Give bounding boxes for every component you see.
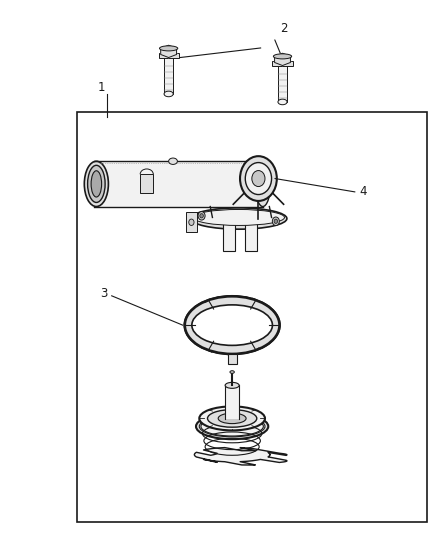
Circle shape	[272, 217, 279, 225]
Ellipse shape	[193, 209, 285, 225]
Ellipse shape	[192, 305, 272, 345]
Ellipse shape	[164, 91, 173, 96]
Bar	[77, 112, 427, 522]
Polygon shape	[194, 448, 287, 465]
Bar	[164, 56, 173, 94]
Bar	[278, 64, 287, 102]
Ellipse shape	[91, 171, 102, 197]
Text: 4: 4	[359, 185, 367, 198]
Polygon shape	[275, 53, 290, 66]
Bar	[140, 174, 153, 193]
Bar	[228, 354, 237, 364]
Ellipse shape	[273, 54, 292, 59]
Bar	[159, 53, 179, 59]
Bar	[245, 216, 257, 251]
Circle shape	[198, 212, 205, 220]
Ellipse shape	[199, 406, 265, 431]
Ellipse shape	[169, 158, 177, 164]
Bar	[94, 161, 263, 206]
Ellipse shape	[230, 370, 234, 373]
Ellipse shape	[185, 296, 279, 354]
Text: 2: 2	[280, 22, 288, 35]
Ellipse shape	[278, 99, 287, 104]
Text: 1: 1	[98, 82, 105, 94]
Ellipse shape	[199, 416, 265, 437]
Ellipse shape	[88, 165, 105, 203]
Ellipse shape	[255, 161, 271, 206]
Circle shape	[274, 219, 278, 223]
Circle shape	[189, 219, 194, 225]
Ellipse shape	[196, 414, 268, 439]
Circle shape	[245, 163, 272, 195]
Ellipse shape	[159, 46, 178, 51]
Circle shape	[240, 156, 277, 201]
Bar	[223, 216, 235, 251]
Polygon shape	[210, 206, 272, 217]
Text: 3: 3	[100, 287, 107, 300]
Bar	[186, 212, 197, 232]
Ellipse shape	[218, 413, 246, 424]
Circle shape	[252, 171, 265, 187]
Ellipse shape	[225, 382, 239, 389]
Circle shape	[200, 214, 203, 218]
Polygon shape	[161, 45, 177, 58]
Bar	[272, 61, 293, 67]
Ellipse shape	[191, 208, 287, 229]
Ellipse shape	[185, 296, 279, 354]
Ellipse shape	[208, 409, 257, 427]
Bar	[225, 385, 239, 419]
Ellipse shape	[84, 161, 109, 206]
